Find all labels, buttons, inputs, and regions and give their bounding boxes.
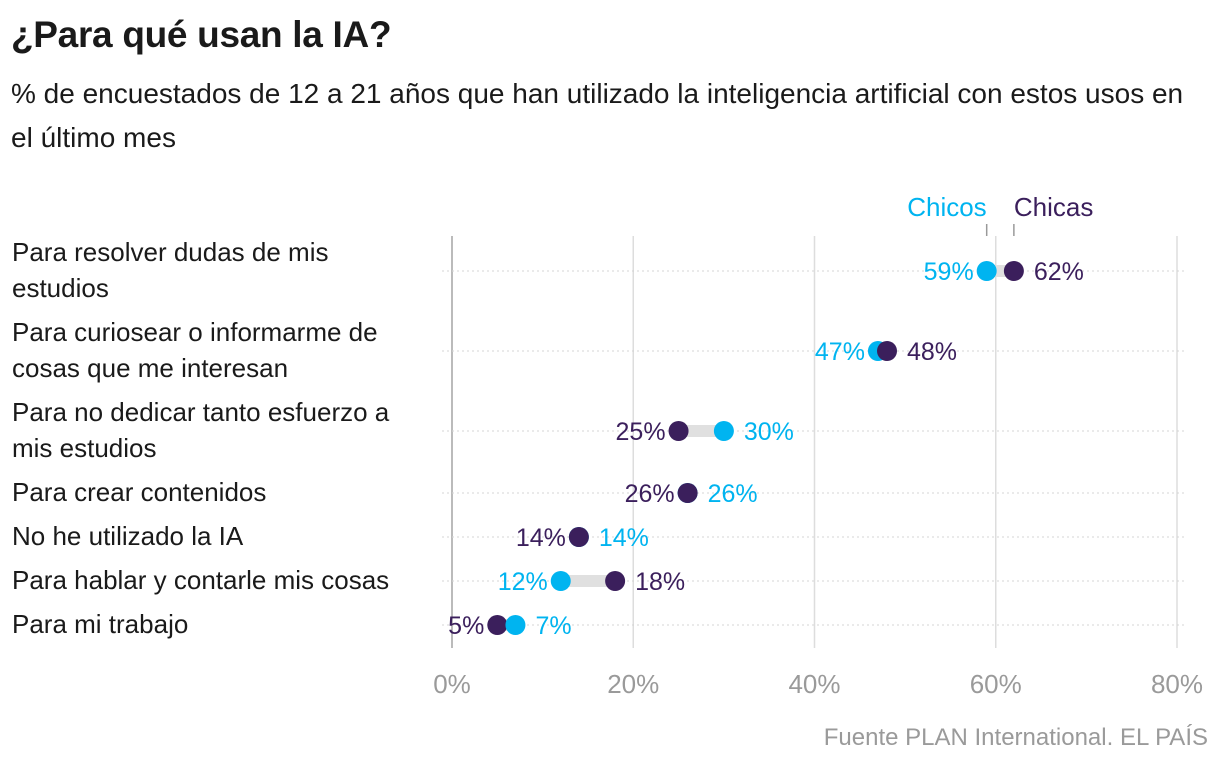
- category-label: Para crear contenidos: [12, 477, 266, 507]
- category-label: Para resolver dudas de mis: [12, 237, 328, 267]
- dot-chicos: [505, 615, 526, 635]
- x-tick-label: 20%: [607, 669, 659, 699]
- value-label-chicas: 5%: [448, 612, 484, 640]
- dot-chicas: [487, 615, 508, 635]
- value-label-chicas: 25%: [616, 418, 666, 446]
- grid-lines: [451, 236, 1178, 648]
- source-note: Fuente PLAN International. EL PAÍS: [823, 724, 1208, 751]
- category-label: mis estudios: [12, 433, 157, 463]
- dot-chicas: [677, 483, 698, 503]
- category-labels: Para resolver dudas de mis estudios Para c…: [12, 237, 390, 639]
- value-label-chicos: 14%: [599, 524, 649, 552]
- value-label-chicas: 14%: [516, 524, 566, 552]
- value-label-chicos: 47%: [815, 338, 865, 366]
- legend: Chicos Chicas: [907, 192, 1093, 236]
- x-tick-label: 40%: [788, 669, 840, 699]
- value-label-chicas: 48%: [907, 338, 957, 366]
- dot-chicos: [550, 571, 571, 591]
- dot-chicos: [976, 261, 997, 281]
- value-label-chicas: 18%: [635, 568, 685, 596]
- value-label-chicos: 30%: [744, 418, 794, 446]
- row-guides: [442, 270, 1185, 626]
- dot-chicas: [668, 421, 689, 441]
- category-label: cosas que me interesan: [12, 353, 288, 383]
- value-label-chicos: 12%: [498, 568, 548, 596]
- dot-chicos: [713, 421, 734, 441]
- dumbbell-chart: Para resolver dudas de mis estudios Para c…: [12, 192, 1203, 699]
- x-tick-label: 0%: [433, 669, 471, 699]
- value-label-chicos: 59%: [924, 258, 974, 286]
- chart-subtitle: % de encuestados de 12 a 21 años que han…: [11, 78, 1184, 153]
- x-tick-label: 60%: [970, 669, 1022, 699]
- value-label-chicas: 26%: [625, 480, 675, 508]
- chart-title: ¿Para qué usan la IA?: [11, 14, 392, 55]
- value-label-chicas: 62%: [1034, 258, 1084, 286]
- dot-chicas: [1003, 261, 1024, 281]
- legend-chicos: Chicos: [907, 192, 986, 222]
- data-marks: 59% 62% 47% 48% 25% 30% 26% 26% 14% 14% 12% 18% 5% 7%: [448, 258, 1084, 640]
- category-label: Para no dedicar tanto esfuerzo a: [12, 397, 390, 427]
- category-label: Para hablar y contarle mis cosas: [12, 565, 389, 595]
- dot-chicas: [877, 341, 897, 361]
- category-label: Para mi trabajo: [12, 609, 188, 639]
- value-label-chicos: 26%: [708, 480, 758, 508]
- category-label: estudios: [12, 273, 109, 303]
- dot-chicas: [568, 527, 589, 547]
- category-label: No he utilizado la IA: [12, 521, 244, 551]
- category-label: Para curiosear o informarme de: [12, 317, 378, 347]
- x-tick-label: 80%: [1151, 669, 1203, 699]
- x-axis-ticks: 0% 20% 40% 60% 80%: [433, 669, 1203, 699]
- legend-chicas: Chicas: [1014, 192, 1093, 222]
- dot-chicas: [605, 571, 626, 591]
- value-label-chicos: 7%: [535, 612, 571, 640]
